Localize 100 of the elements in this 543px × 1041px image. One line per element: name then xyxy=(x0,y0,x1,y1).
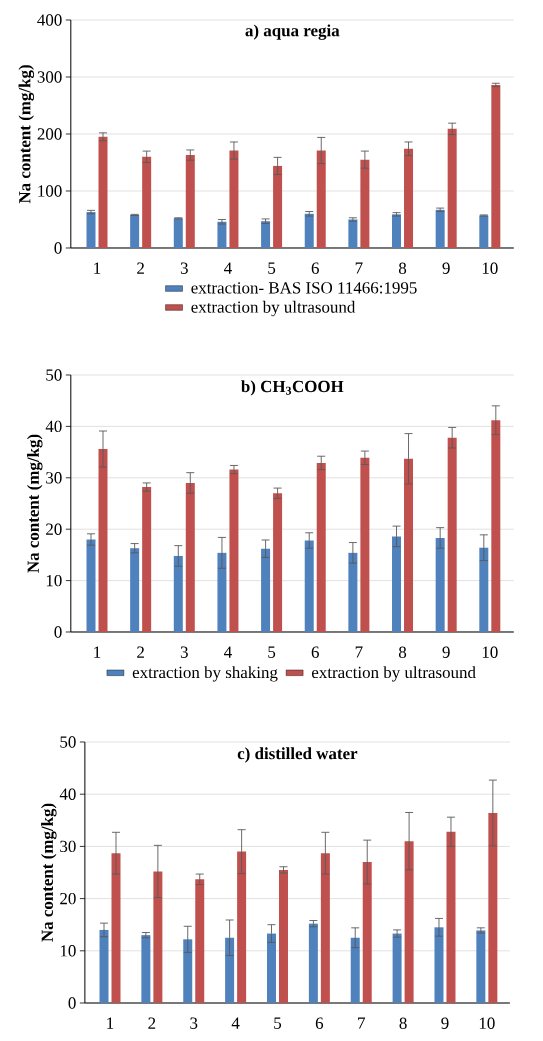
x-tick-label: 1 xyxy=(107,1017,114,1029)
y-axis-title: Na content (mg/kg) xyxy=(18,65,35,204)
chart-title: c) distilled water xyxy=(237,747,358,763)
y-axis-title: Na content (mg/kg) xyxy=(41,803,57,942)
bar xyxy=(229,150,239,248)
x-tick-label: 6 xyxy=(311,262,319,274)
y-tick-label: 10 xyxy=(46,574,62,587)
bar xyxy=(350,937,360,1003)
bar xyxy=(173,555,183,632)
x-tick-label: 8 xyxy=(398,646,407,658)
x-tick-label: 10 xyxy=(479,1017,495,1029)
y-tick-label: 300 xyxy=(37,71,62,83)
bar xyxy=(308,923,318,1003)
bar xyxy=(111,853,121,1003)
bar xyxy=(173,218,183,248)
bar xyxy=(488,812,498,1003)
chart-title: a) aqua regia xyxy=(245,24,340,40)
bar xyxy=(273,493,283,632)
chart-title: b) CH$_{3}$COOH xyxy=(241,380,344,396)
x-tick-label: 2 xyxy=(137,646,144,658)
bar xyxy=(86,212,96,248)
bar xyxy=(479,547,489,632)
y-tick-label: 0 xyxy=(54,242,62,254)
bar xyxy=(362,862,372,1003)
x-tick-label: 8 xyxy=(398,262,407,274)
bar xyxy=(404,841,414,1003)
bar xyxy=(261,221,271,248)
legend-label: extraction by shaking xyxy=(132,666,278,682)
x-tick-label: 3 xyxy=(180,262,188,274)
bar xyxy=(195,879,205,1003)
y-tick-label: 0 xyxy=(68,997,76,1009)
bar xyxy=(392,933,402,1003)
bar xyxy=(278,869,288,1003)
bar xyxy=(435,209,445,248)
bar xyxy=(141,935,151,1003)
bar xyxy=(392,214,402,248)
y-tick-label: 50 xyxy=(60,736,76,748)
bar xyxy=(273,165,283,248)
bar xyxy=(98,136,108,248)
x-tick-label: 9 xyxy=(442,646,450,658)
x-tick-label: 7 xyxy=(358,1017,365,1029)
bar xyxy=(237,851,247,1003)
y-tick-label: 400 xyxy=(37,14,62,26)
x-tick-label: 1 xyxy=(94,262,101,274)
bar xyxy=(99,929,109,1003)
y-tick-label: 20 xyxy=(60,892,76,905)
bar xyxy=(434,927,444,1003)
y-tick-label: 20 xyxy=(46,523,62,535)
x-tick-label: 9 xyxy=(441,1017,449,1029)
legend-label: extraction by ultrasound xyxy=(311,666,476,682)
x-tick-label: 6 xyxy=(311,646,319,658)
bar xyxy=(316,150,326,248)
x-tick-label: 9 xyxy=(442,262,450,274)
bar xyxy=(360,457,370,632)
bar xyxy=(185,155,195,248)
y-tick-label: 40 xyxy=(59,788,76,800)
bar xyxy=(266,933,276,1003)
bar xyxy=(446,831,456,1003)
x-tick-label: 10 xyxy=(482,262,498,274)
x-tick-label: 2 xyxy=(148,1017,156,1029)
bar xyxy=(404,148,414,248)
bar xyxy=(348,552,358,632)
bar xyxy=(392,536,402,632)
y-axis-title: Na content (mg/kg) xyxy=(27,434,43,573)
bar xyxy=(183,939,193,1003)
x-tick-label: 6 xyxy=(315,1017,324,1029)
bar xyxy=(142,487,152,632)
x-tick-label: 2 xyxy=(137,262,144,274)
bar xyxy=(320,853,330,1003)
x-tick-label: 3 xyxy=(180,646,188,658)
y-tick-label: 30 xyxy=(46,472,62,484)
bar xyxy=(491,420,501,632)
x-tick-label: 4 xyxy=(231,1017,240,1029)
bar xyxy=(304,213,314,248)
x-tick-label: 8 xyxy=(399,1017,407,1029)
bar xyxy=(185,482,195,632)
bar xyxy=(447,128,457,248)
x-tick-label: 4 xyxy=(224,646,232,658)
y-tick-label: 40 xyxy=(45,420,62,433)
bar xyxy=(435,537,445,632)
x-tick-label: 5 xyxy=(268,262,276,274)
bar xyxy=(447,437,457,632)
bar xyxy=(225,937,235,1003)
y-tick-label: 100 xyxy=(38,185,62,197)
bar xyxy=(261,548,271,632)
bar xyxy=(98,449,108,632)
bar xyxy=(479,215,489,248)
bar xyxy=(130,214,140,248)
x-tick-label: 3 xyxy=(190,1017,198,1029)
bar xyxy=(217,221,227,248)
bar xyxy=(153,871,163,1003)
bar xyxy=(229,469,239,632)
bar xyxy=(304,540,314,632)
bar xyxy=(476,930,486,1003)
y-tick-label: 50 xyxy=(46,369,62,381)
bar xyxy=(360,159,370,248)
y-tick-label: 30 xyxy=(60,840,76,853)
x-tick-label: 7 xyxy=(355,262,363,274)
bar xyxy=(86,539,96,632)
bar xyxy=(316,462,326,632)
